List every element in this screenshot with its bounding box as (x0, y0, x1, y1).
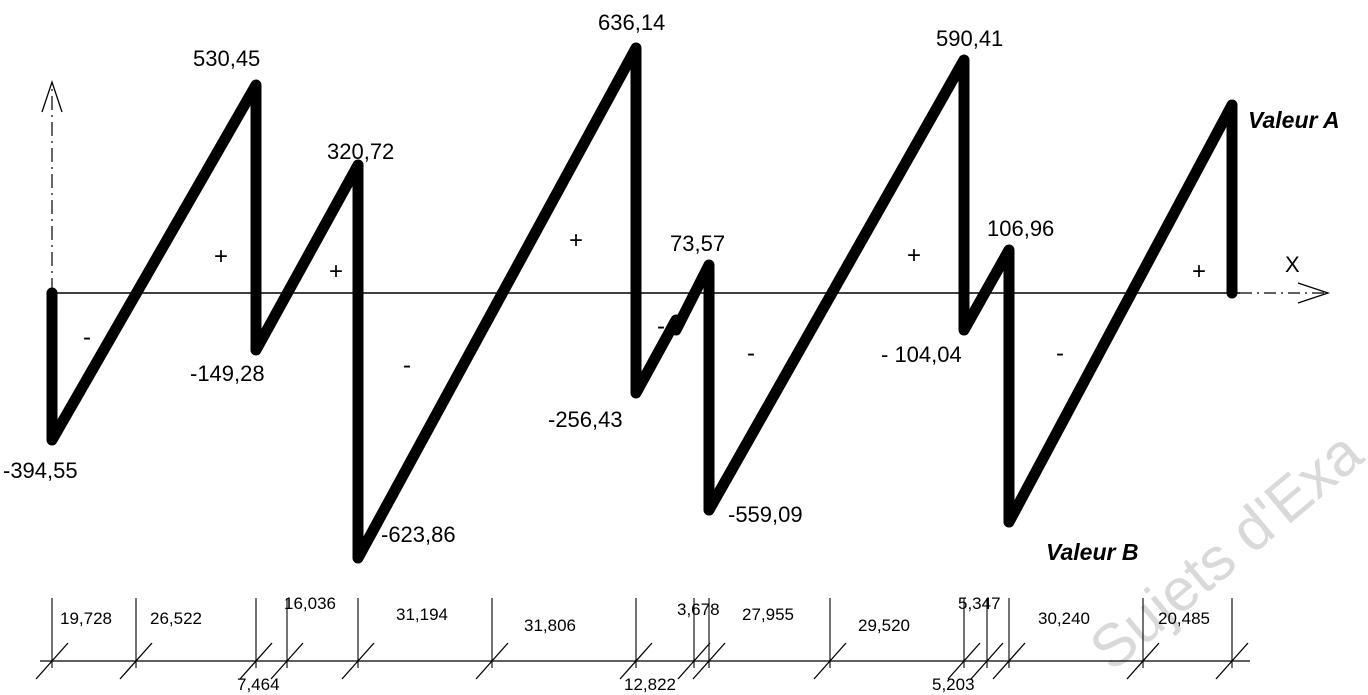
sign-marker-9: - (1056, 340, 1064, 367)
watermark-text: Sujets d'Exa ... Ré (1077, 316, 1368, 683)
value-label-1: -394,55 (3, 458, 78, 483)
value-label-5: -623,86 (381, 522, 456, 547)
value-label-12: 106,96 (987, 216, 1054, 241)
x-axis: X (52, 252, 1331, 304)
callout-valeur-b: Valeur B (1046, 539, 1138, 565)
dimension-label-14: 20,485 (1158, 609, 1210, 628)
dimension-label-3: 7,464 (237, 675, 280, 694)
x-axis-arrow-icon (1297, 282, 1331, 304)
sign-marker-5: + (569, 227, 583, 254)
value-label-11: - 104,04 (881, 342, 962, 367)
dimension-label-8: 3,678 (677, 600, 720, 619)
sign-marker-8: + (907, 242, 921, 269)
shear-curve (46, 42, 1238, 564)
dimension-label-4: 16,036 (284, 594, 336, 613)
sign-marker-10: + (1192, 258, 1206, 285)
vertical-axis (41, 79, 63, 292)
value-label-7: -256,43 (548, 407, 623, 432)
sign-marker-3: + (329, 258, 343, 285)
dimension-label-5: 31,194 (396, 605, 448, 624)
watermark: Sujets d'Exa ... Ré (1077, 316, 1368, 683)
dimension-label-12: 5,347 (958, 594, 1001, 613)
value-label-10: 590,41 (936, 26, 1003, 51)
x-axis-label: X (1285, 252, 1300, 277)
sign-marker-6: - (657, 313, 665, 340)
dimension-label-11: 5,203 (932, 675, 975, 694)
value-label-8: 73,57 (670, 231, 725, 256)
sign-marker-7: - (747, 340, 755, 367)
dimension-label-7: 12,822 (624, 675, 676, 694)
dimension-label-13: 30,240 (1038, 609, 1090, 628)
dimension-label-1: 19,728 (60, 609, 112, 628)
dimension-label-10: 29,520 (858, 616, 910, 635)
value-label-2: 530,45 (193, 46, 260, 71)
sign-marker-2: + (214, 243, 228, 270)
callout-valeur-a: Valeur A (1248, 107, 1340, 133)
dimension-label-6: 31,806 (524, 616, 576, 635)
vertical-axis-arrow-icon (41, 79, 63, 113)
dimension-label-9: 27,955 (742, 605, 794, 624)
sign-marker-4: - (403, 352, 411, 379)
value-label-6: 636,14 (598, 10, 665, 35)
dimension-label-2: 26,522 (150, 609, 202, 628)
value-label-3: -149,28 (190, 361, 265, 386)
dimension-line (35, 598, 1250, 680)
sign-marker-1: - (83, 324, 91, 351)
value-label-9: -559,09 (728, 502, 803, 527)
value-label-4: 320,72 (327, 139, 394, 164)
